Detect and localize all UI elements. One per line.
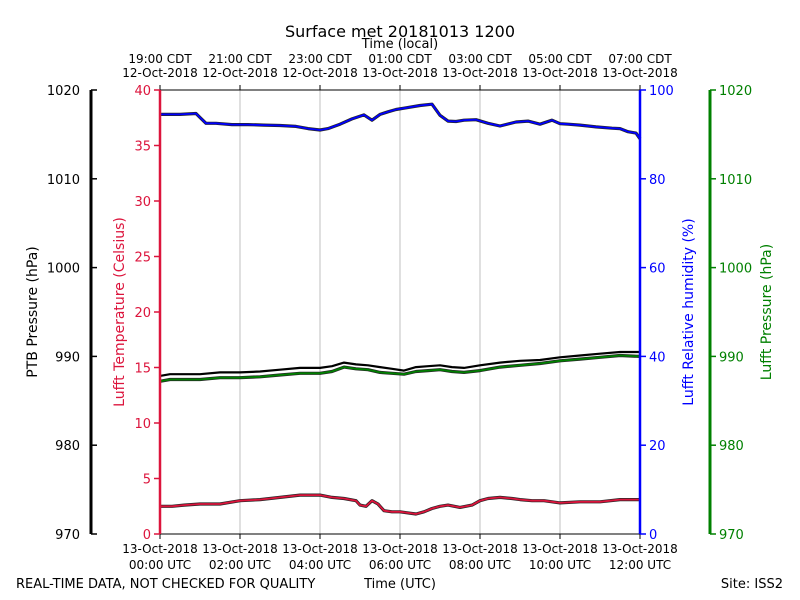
ptb_pressure-tick-label: 1000 — [47, 262, 80, 277]
ptb_pressure-tick-label: 1020 — [47, 84, 80, 99]
humidity-tick-label: 100 — [649, 84, 674, 99]
footer-site: Site: ISS2 — [721, 577, 783, 592]
x-axis-label: Time (UTC) — [363, 577, 436, 592]
bottom-tick-date: 13-Oct-2018 — [362, 542, 438, 556]
top-tick-date: 13-Oct-2018 — [362, 66, 438, 80]
top-tick-date: 13-Oct-2018 — [522, 66, 598, 80]
top-tick-date: 12-Oct-2018 — [122, 66, 198, 80]
top-tick-time: 07:00 CDT — [608, 52, 672, 66]
top-tick-time: 21:00 CDT — [208, 52, 272, 66]
lufft_pressure-tick-label: 970 — [719, 528, 744, 543]
bottom-tick-time: 02:00 UTC — [209, 558, 271, 572]
grid-lines — [239, 90, 561, 534]
top-tick-date: 12-Oct-2018 — [202, 66, 278, 80]
temperature-tick-label: 15 — [134, 362, 151, 377]
bottom-tick-time: 10:00 UTC — [529, 558, 591, 572]
axes-group: 13-Oct-2018 00:00 UTC 13-Oct-2018 02:00 UTC… — [25, 52, 775, 572]
bottom-tick-time: 12:00 UTC — [609, 558, 671, 572]
chart-title: Surface met 20181013 1200 — [285, 22, 515, 41]
ptb_pressure-tick-label: 1010 — [47, 173, 80, 188]
top-tick-time: 05:00 CDT — [528, 52, 592, 66]
temperature-tick-label: 40 — [134, 84, 151, 99]
temperature-tick-label: 5 — [143, 473, 151, 488]
lufft_pressure-tick-label: 1020 — [719, 84, 752, 99]
humidity-tick-label: 20 — [649, 439, 666, 454]
top-tick-date: 13-Oct-2018 — [442, 66, 518, 80]
series-line-ptb-pressure — [159, 350, 640, 377]
humidity-axis-label: Lufft Relative humidity (%) — [681, 218, 697, 405]
lufft_pressure-tick-label: 980 — [719, 439, 744, 454]
bottom-tick-time: 06:00 UTC — [369, 558, 431, 572]
top-tick-time: 01:00 CDT — [368, 52, 432, 66]
temperature-tick-label: 0 — [143, 528, 151, 543]
top-tick-time: 19:00 CDT — [128, 52, 192, 66]
top-tick-time: 23:00 CDT — [288, 52, 352, 66]
temperature-tick-label: 10 — [134, 417, 151, 432]
bottom-tick-date: 13-Oct-2018 — [602, 542, 678, 556]
series-line-lufft-temperature — [160, 494, 640, 515]
temperature-tick-label: 25 — [134, 251, 151, 266]
ptb_pressure-tick-label: 970 — [55, 528, 80, 543]
bottom-tick-date: 13-Oct-2018 — [202, 542, 278, 556]
bottom-tick-time: 00:00 UTC — [129, 558, 191, 572]
footer-quality-note: REAL-TIME DATA, NOT CHECKED FOR QUALITY — [16, 577, 315, 592]
temperature-tick-label: 30 — [134, 195, 151, 210]
humidity-tick-label: 40 — [649, 350, 666, 365]
lufft_pressure-tick-label: 1000 — [719, 262, 752, 277]
humidity-tick-label: 0 — [649, 528, 657, 543]
series-line-lufft-relative-humidity — [160, 103, 641, 140]
series-line-lufft-pressure — [159, 354, 641, 383]
lufft_pressure-tick-label: 1010 — [719, 173, 752, 188]
humidity-tick-label: 60 — [649, 262, 666, 277]
ptb_pressure-tick-label: 980 — [55, 439, 80, 454]
lufft_pressure-axis-label: Lufft Pressure (hPa) — [759, 244, 775, 380]
lufft_pressure-tick-label: 990 — [719, 350, 744, 365]
humidity-tick-label: 80 — [649, 173, 666, 188]
top-tick-date: 13-Oct-2018 — [602, 66, 678, 80]
ptb_pressure-axis-label: PTB Pressure (hPa) — [25, 246, 41, 377]
bottom-tick-time: 04:00 UTC — [289, 558, 351, 572]
bottom-tick-date: 13-Oct-2018 — [522, 542, 598, 556]
ptb_pressure-tick-label: 990 — [55, 350, 80, 365]
temperature-tick-label: 20 — [134, 306, 151, 321]
top-tick-date: 12-Oct-2018 — [282, 66, 358, 80]
bottom-tick-date: 13-Oct-2018 — [122, 542, 198, 556]
temperature-tick-label: 35 — [134, 140, 151, 155]
bottom-tick-date: 13-Oct-2018 — [442, 542, 518, 556]
bottom-tick-time: 08:00 UTC — [449, 558, 511, 572]
temperature-axis-label: Lufft Temperature (Celsius) — [112, 217, 128, 407]
top-tick-time: 03:00 CDT — [448, 52, 512, 66]
top-axis-label: Time (local) — [361, 37, 438, 52]
bottom-tick-date: 13-Oct-2018 — [282, 542, 358, 556]
series-group — [159, 102, 642, 516]
